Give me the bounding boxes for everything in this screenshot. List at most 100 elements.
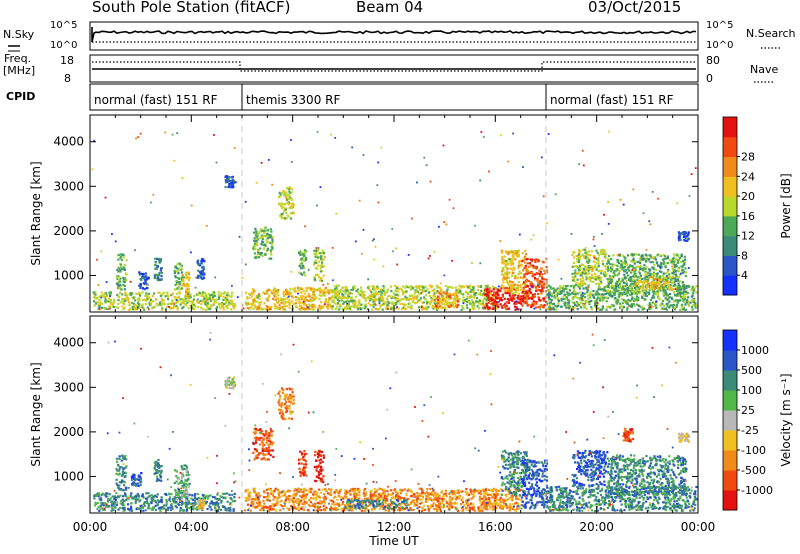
power-cell	[589, 277, 592, 280]
power-cell	[254, 227, 257, 230]
power-cell	[486, 292, 489, 295]
power-cell	[644, 260, 648, 263]
power-cell	[401, 293, 405, 296]
velocity-cell	[160, 506, 163, 509]
power-cell	[460, 286, 463, 289]
velocity-cell	[141, 506, 144, 509]
power-cell	[683, 239, 686, 242]
power-scatter-cell	[97, 284, 100, 286]
power-cell	[284, 207, 288, 210]
power-cell	[503, 273, 506, 276]
power-cell	[576, 302, 579, 305]
power-scatter-cell	[682, 306, 685, 309]
power-cell	[548, 290, 551, 294]
power-cell	[677, 276, 680, 279]
power-cell	[103, 293, 107, 296]
power-cell	[590, 299, 593, 303]
velocity-cell	[138, 478, 141, 482]
colorbar-segment	[723, 255, 737, 276]
power-cell	[631, 265, 634, 268]
power-cell	[632, 273, 635, 276]
power-cell	[141, 287, 145, 290]
power-cell	[627, 268, 630, 271]
power-scatter-cell	[576, 304, 579, 307]
power-cell	[572, 251, 575, 254]
cpid-segment-label: normal (fast) 151 RF	[550, 93, 674, 107]
velocity-cell	[135, 494, 138, 497]
power-cell	[537, 305, 540, 309]
colorbar-label: Power [dB]	[779, 173, 793, 238]
power-cell	[624, 261, 627, 264]
power-cell	[625, 283, 628, 286]
power-cell	[290, 300, 294, 303]
power-cell	[383, 287, 386, 290]
power-cell	[594, 265, 597, 268]
power-cell	[197, 306, 200, 309]
power-cell	[682, 259, 685, 262]
power-cell	[530, 305, 533, 309]
power-cell	[309, 307, 313, 310]
power-scatter-cell	[205, 225, 208, 227]
power-scatter-cell	[649, 306, 652, 308]
power-cell	[506, 287, 509, 290]
power-cell	[288, 203, 291, 206]
power-cell	[381, 289, 384, 292]
power-cell	[540, 292, 543, 295]
power-cell	[206, 296, 209, 299]
power-cell	[353, 285, 356, 288]
power-cell	[456, 305, 459, 309]
power-cell	[552, 306, 555, 309]
power-cell	[466, 285, 469, 288]
freq-unit-label: [MHz]	[3, 64, 36, 77]
power-cell	[691, 285, 694, 289]
power-cell	[435, 291, 438, 294]
power-cell	[609, 268, 612, 272]
power-cell	[228, 302, 231, 305]
power-cell	[291, 204, 294, 207]
power-cell	[524, 261, 527, 264]
power-cell	[307, 299, 310, 302]
velocity-cell	[146, 501, 149, 504]
power-cell	[528, 292, 531, 296]
power-cell	[630, 303, 633, 306]
power-cell	[538, 296, 541, 299]
power-scatter-cell	[592, 235, 595, 238]
power-cell	[673, 300, 676, 303]
power-cell	[580, 274, 583, 277]
power-cell	[304, 251, 307, 254]
power-cell	[284, 202, 287, 206]
power-cell	[687, 303, 690, 306]
velocity-cell	[134, 501, 137, 504]
power-scatter-cell	[679, 272, 682, 275]
power-cell	[166, 291, 169, 294]
power-cell	[528, 262, 531, 265]
power-cell	[651, 261, 655, 264]
power-cell	[531, 275, 534, 278]
power-cell	[509, 251, 513, 254]
power-scatter-cell	[183, 276, 185, 279]
power-cell	[143, 298, 146, 301]
power-cell	[510, 267, 513, 270]
power-scatter-cell	[504, 307, 507, 310]
power-cell	[496, 303, 499, 306]
power-cell	[574, 269, 577, 272]
power-cell	[465, 297, 468, 301]
power-cell	[674, 259, 677, 262]
velocity-cell	[124, 493, 127, 496]
velocity-cell	[122, 495, 125, 498]
power-cell	[332, 300, 335, 303]
velocity-cell	[115, 468, 118, 471]
power-cell	[601, 293, 604, 296]
power-cell	[202, 277, 205, 280]
power-scatter-cell	[522, 166, 524, 168]
power-cell	[523, 281, 526, 284]
velocity-cell	[159, 499, 162, 502]
power-cell	[645, 275, 649, 279]
power-scatter-cell	[244, 200, 247, 203]
power-cell	[642, 257, 645, 260]
power-cell	[483, 287, 486, 290]
power-cell	[684, 296, 687, 299]
power-cell	[340, 298, 344, 301]
power-cell	[587, 297, 590, 300]
date-label: 03/Oct/2015	[588, 0, 682, 16]
